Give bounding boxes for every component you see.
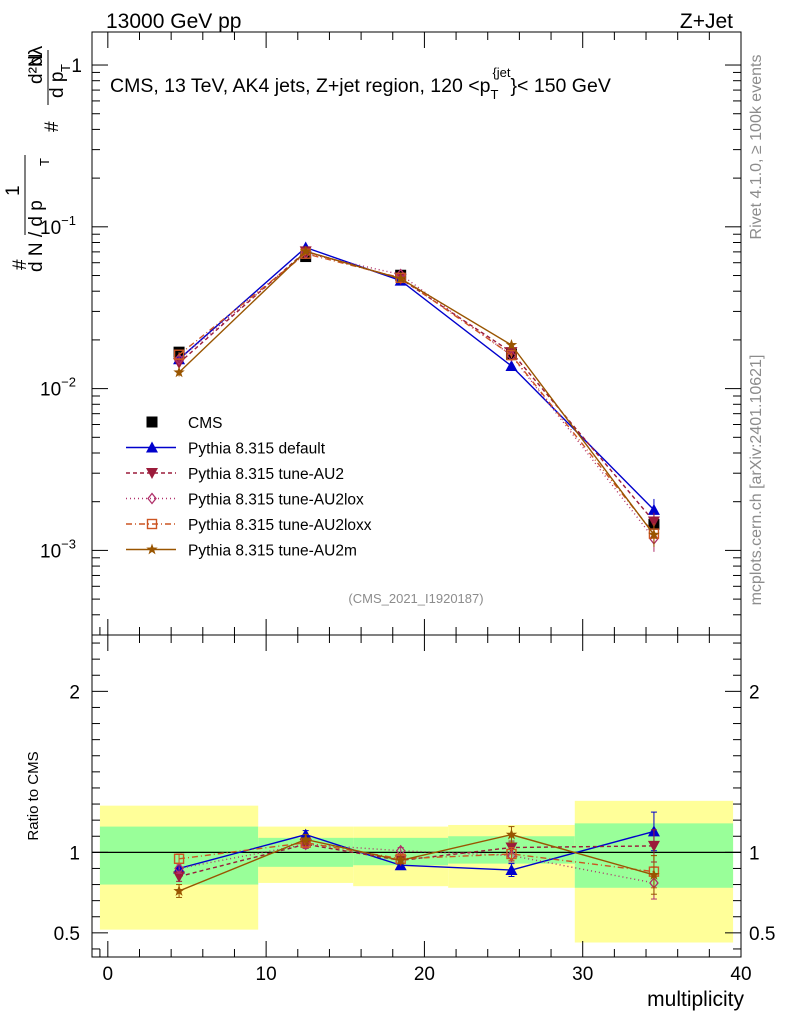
ratio-point — [174, 862, 184, 875]
ylabel-d2n: d²N — [26, 53, 47, 84]
legend-label: Pythia 8.315 default — [188, 441, 326, 458]
main-ylabel: # 1 d N / d p T # d²N d p T dλ — [3, 45, 73, 272]
ratio-x-tick-label: 10 — [256, 964, 277, 985]
ratio-point — [173, 853, 185, 864]
ylabel-sub1: T — [37, 158, 52, 166]
ratio-y-tick-label-right: 0.5 — [749, 924, 775, 945]
data-point — [173, 349, 185, 360]
ratio-point — [173, 871, 186, 883]
y-tick-label: 10−2 — [40, 375, 76, 401]
legend-entry: Pythia 8.315 tune-AU2lox — [126, 492, 364, 509]
ratio-ticks: 0.5 0.51 12 20 10 20 30 40 — [54, 635, 775, 985]
main-title: CMS, 13 TeV, AK4 jets, Z+jet region, 120… — [110, 65, 611, 102]
legend-swatch-marker — [146, 543, 158, 555]
data-point — [647, 516, 660, 528]
rivet-label: Rivet 4.1.0, ≥ 100k events — [748, 55, 765, 240]
data-point — [174, 353, 184, 366]
legend-label: Pythia 8.315 tune-AU2lox — [188, 492, 364, 509]
mcplots-label: mcplots.cern.ch [arXiv:2401.10621] — [748, 355, 765, 606]
data-point — [506, 349, 517, 361]
title-post: }< 150 GeV — [511, 75, 611, 97]
ratio-y-tick-label: 1 — [69, 843, 80, 864]
legend-label: Pythia 8.315 tune-AU2loxx — [188, 517, 372, 534]
ylabel-one: 1 — [3, 185, 24, 196]
ratio-frame — [91, 634, 742, 958]
legend-swatch-marker — [146, 416, 158, 428]
ratio-point — [505, 864, 518, 876]
ratio-bands — [99, 800, 734, 943]
ylabel-hash2: # — [42, 121, 63, 132]
ratio-point — [506, 848, 517, 860]
main-series — [173, 241, 660, 552]
data-point — [505, 339, 518, 350]
legend-entry: Pythia 8.315 default — [126, 441, 326, 458]
ratio-ylabel: Ratio to CMS — [25, 751, 42, 840]
legend-swatch-marker — [146, 468, 158, 479]
ratio-x-tick-label: 30 — [572, 964, 593, 985]
ylabel-dn: d N / d p — [26, 200, 47, 272]
ylabel-dlam: dλ — [26, 45, 47, 66]
y-tick-label: 1 — [71, 56, 82, 77]
legend-entry: Pythia 8.315 tune-AU2 — [126, 466, 344, 483]
main-ticks: 10−3 10−2 10−1 1 — [40, 32, 742, 636]
series-line — [178, 252, 655, 535]
y-tick-label: 10−3 — [40, 536, 76, 562]
header-right: Z+Jet — [680, 10, 733, 33]
legend-label: Pythia 8.315 tune-AU2 — [188, 466, 344, 483]
legend-swatch-marker — [146, 518, 158, 530]
legend: CMS Pythia 8.315 default Pythia 8.315 tune… — [126, 415, 372, 560]
data-point — [648, 528, 660, 540]
ratio-point — [394, 854, 407, 866]
title-pre: CMS, 13 TeV, AK4 jets, Z+jet region, 120… — [110, 75, 491, 97]
ratio-point — [299, 833, 312, 845]
legend-swatch-marker — [147, 492, 157, 505]
data-point — [647, 503, 660, 515]
data-point — [394, 272, 407, 284]
ratio-y-tick-label: 0.5 — [54, 924, 80, 945]
data-point — [505, 359, 518, 371]
data-point — [173, 366, 185, 378]
title-sup: {jet — [492, 65, 510, 80]
data-point — [299, 245, 312, 257]
legend-label: Pythia 8.315 tune-AU2m — [188, 543, 357, 560]
legend-entry: CMS — [146, 415, 222, 432]
ratio-y-tick-label: 2 — [69, 682, 80, 703]
ratio-x-tick-label: 40 — [730, 964, 751, 985]
header-left: 13000 GeV pp — [106, 10, 241, 33]
title-sub: T — [491, 87, 499, 102]
ratio-xlabel: multiplicity — [647, 988, 744, 1011]
ratio-point — [648, 868, 660, 880]
ratio-point — [505, 828, 518, 840]
ratio-y-tick-label-right: 2 — [749, 682, 760, 703]
y-tick-label: 10−1 — [40, 213, 76, 239]
ylabel-hash1: # — [10, 259, 31, 270]
ratio-x-tick-label: 20 — [414, 964, 435, 985]
watermark: (CMS_2021_I1920187) — [348, 591, 483, 606]
ratio-y-tick-label-right: 1 — [749, 843, 760, 864]
legend-entry: Pythia 8.315 tune-AU2m — [126, 543, 357, 560]
legend-entry: Pythia 8.315 tune-AU2loxx — [126, 517, 372, 534]
ratio-series — [173, 811, 660, 900]
ylabel-sub2: T — [58, 64, 73, 72]
ratio-point — [647, 840, 660, 852]
ratio-x-tick-label: 0 — [103, 964, 114, 985]
ratio-point — [173, 884, 185, 896]
main-panel: 10−3 10−2 10−1 1 CMS, 13 TeV, AK4 jets, Z+j… — [3, 31, 742, 636]
ratio-series-4 — [173, 826, 660, 898]
series-5 — [173, 245, 660, 547]
legend-swatch-marker — [146, 441, 158, 453]
series-2 — [173, 246, 660, 532]
ylabel-dpt: d p — [47, 72, 68, 98]
legend-label: CMS — [188, 415, 222, 432]
ratio-panel: 0.5 0.51 12 20 10 20 30 40 Ratio to CMS multipl… — [25, 634, 775, 1011]
